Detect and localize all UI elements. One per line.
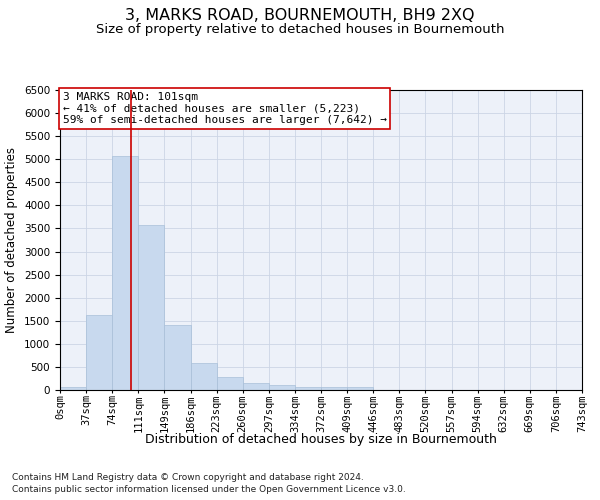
Text: Size of property relative to detached houses in Bournemouth: Size of property relative to detached ho…	[96, 22, 504, 36]
Bar	[295, 386, 321, 390]
Text: 3, MARKS ROAD, BOURNEMOUTH, BH9 2XQ: 3, MARKS ROAD, BOURNEMOUTH, BH9 2XQ	[125, 8, 475, 22]
Bar	[60, 386, 86, 390]
Bar	[243, 383, 269, 390]
Bar	[191, 364, 217, 390]
Text: 3 MARKS ROAD: 101sqm
← 41% of detached houses are smaller (5,223)
59% of semi-de: 3 MARKS ROAD: 101sqm ← 41% of detached h…	[62, 92, 386, 124]
Bar	[347, 386, 373, 390]
Bar	[321, 388, 347, 390]
Bar	[269, 385, 295, 390]
Bar	[86, 315, 112, 390]
Text: Contains HM Land Registry data © Crown copyright and database right 2024.: Contains HM Land Registry data © Crown c…	[12, 472, 364, 482]
Bar	[139, 225, 164, 390]
Bar	[217, 376, 243, 390]
Bar	[164, 326, 191, 390]
Y-axis label: Number of detached properties: Number of detached properties	[5, 147, 19, 333]
Text: Contains public sector information licensed under the Open Government Licence v3: Contains public sector information licen…	[12, 485, 406, 494]
Bar	[112, 156, 139, 390]
Text: Distribution of detached houses by size in Bournemouth: Distribution of detached houses by size …	[145, 432, 497, 446]
